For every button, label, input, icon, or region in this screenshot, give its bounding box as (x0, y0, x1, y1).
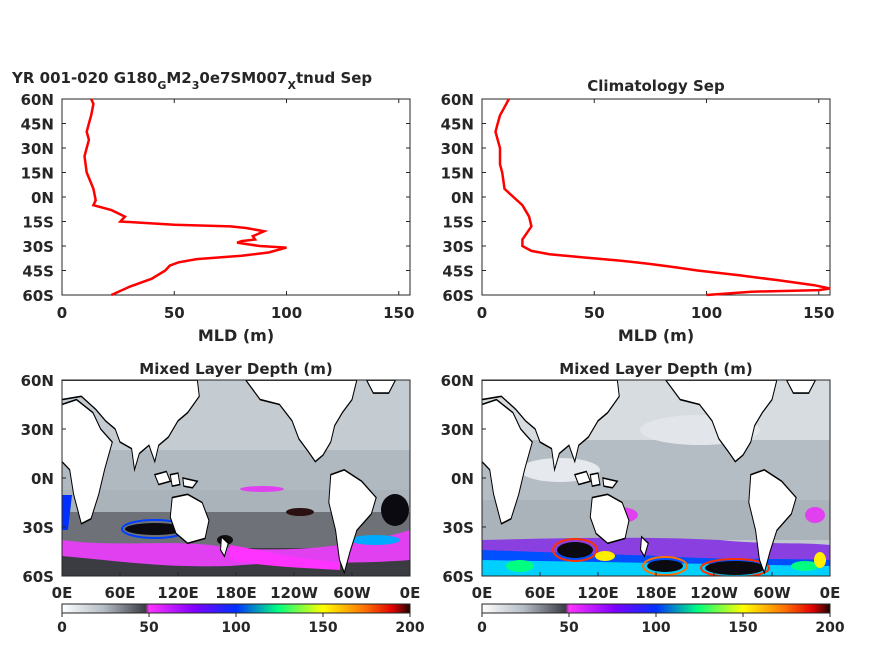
xtick-label: 0 (477, 304, 487, 322)
profile-clim-line (494, 98, 831, 297)
colorbar-tick-label: 100 (221, 620, 250, 636)
xtick-label: 0E (400, 584, 421, 602)
profile-panel-climatology: Climatology Sep 60N45N30N15N0N15S30S45S6… (441, 77, 835, 345)
colorbar-tick-label: 100 (641, 620, 670, 636)
profile-model-yticks: 60N 45N 30N 15N 0N 15S 30S 45S 60S (21, 91, 410, 305)
ytick-label: 15S (442, 214, 474, 232)
profile-panel-model: YR 001-020 G180GM230e7SM007Xtnud Sep 60N… (11, 69, 414, 345)
ytick-label: 15N (21, 165, 54, 183)
map-model-colorbar-ticks: 0 50 100 150 200 (57, 613, 425, 636)
ytick-label: 30S (442, 238, 474, 256)
ytick-label: 0N (451, 189, 474, 207)
map-model-colorbar (61, 603, 411, 614)
ytick-label: 60N (441, 372, 474, 390)
ytick-label: 45S (442, 263, 474, 281)
ytick-label: 30N (21, 140, 54, 158)
map-clim-xticks: 0E 60E 120E 180E 120W 60W 0E (472, 572, 841, 602)
profile-clim-xlabel: MLD (m) (618, 326, 694, 345)
colorbar-tick-label: 150 (308, 620, 337, 636)
profile-clim-title: Climatology Sep (587, 77, 725, 95)
xtick-label: 0E (52, 584, 73, 602)
xtick-label: 180E (215, 584, 257, 602)
xtick-label: 100 (271, 304, 302, 322)
profile-model-axes (61, 98, 411, 296)
ytick-label: 45S (22, 263, 54, 281)
map-model-xticks: 0E 60E 120E 180E 120W 60W 0E (52, 572, 421, 602)
map-clim-colorbar (481, 603, 831, 614)
xtick-label: 50 (164, 304, 185, 322)
xtick-label: 120E (157, 584, 199, 602)
ytick-label: 0N (451, 470, 474, 488)
ytick-label: 15N (441, 165, 474, 183)
ytick-label: 60N (21, 91, 54, 109)
ytick-label: 60N (441, 91, 474, 109)
ytick-label: 60S (442, 568, 474, 586)
xtick-label: 180E (635, 584, 677, 602)
xtick-label: 120E (577, 584, 619, 602)
colorbar-tick-label: 50 (559, 620, 579, 636)
colorbar-tick-label: 200 (815, 620, 844, 636)
ytick-label: 30S (22, 519, 54, 537)
colorbar-tick-label: 150 (728, 620, 757, 636)
ytick-label: 15S (22, 214, 54, 232)
xtick-label: 0E (472, 584, 493, 602)
xtick-label: 100 (691, 304, 722, 322)
xtick-label: 120W (270, 584, 318, 602)
ytick-label: 0N (31, 189, 54, 207)
xtick-label: 60W (753, 584, 791, 602)
colorbar-tick-label: 0 (57, 620, 67, 636)
xtick-label: 50 (584, 304, 605, 322)
colorbar-tick-label: 0 (477, 620, 487, 636)
ytick-label: 60N (21, 372, 54, 390)
xtick-label: 60W (333, 584, 371, 602)
profile-clim-yticks: 60N 45N 30N 15N 0N 15S 30S 45S 60S (441, 91, 830, 305)
map-model-title: Mixed Layer Depth (m) (139, 360, 332, 378)
profile-model-xticks: 0 50 100 150 (57, 99, 414, 322)
ytick-label: 60S (442, 287, 474, 305)
profile-model-title: YR 001-020 G180GM230e7SM007Xtnud Sep (11, 69, 372, 92)
map-clim-field (482, 380, 830, 576)
xtick-label: 0E (820, 584, 841, 602)
map-clim-yticks: 60N 30N 0N 30S 60S (441, 372, 486, 586)
ytick-label: 30S (22, 238, 54, 256)
xtick-label: 150 (803, 304, 834, 322)
profile-model-line (83, 98, 287, 297)
xtick-label: 0 (57, 304, 67, 322)
profile-clim-xticks: 0 50 100 150 (477, 99, 834, 322)
ytick-label: 30S (442, 519, 474, 537)
ytick-label: 0N (31, 470, 54, 488)
ytick-label: 30N (21, 421, 54, 439)
map-clim-colorbar-ticks: 0 50 100 150 200 (477, 613, 845, 636)
map-model-field (62, 380, 410, 576)
ytick-label: 60S (22, 568, 54, 586)
ytick-label: 60S (22, 287, 54, 305)
colorbar-tick-label: 200 (395, 620, 424, 636)
ytick-label: 45N (441, 116, 474, 134)
profile-model-xlabel: MLD (m) (198, 326, 274, 345)
xtick-label: 60E (524, 584, 555, 602)
xtick-label: 150 (383, 304, 414, 322)
map-clim-title: Mixed Layer Depth (m) (559, 360, 752, 378)
ytick-label: 30N (441, 421, 474, 439)
xtick-label: 120W (690, 584, 738, 602)
xtick-label: 60E (104, 584, 135, 602)
ytick-label: 45N (21, 116, 54, 134)
colorbar-tick-label: 50 (139, 620, 159, 636)
ytick-label: 30N (441, 140, 474, 158)
map-model-yticks: 60N 30N 0N 30S 60S (21, 372, 66, 586)
